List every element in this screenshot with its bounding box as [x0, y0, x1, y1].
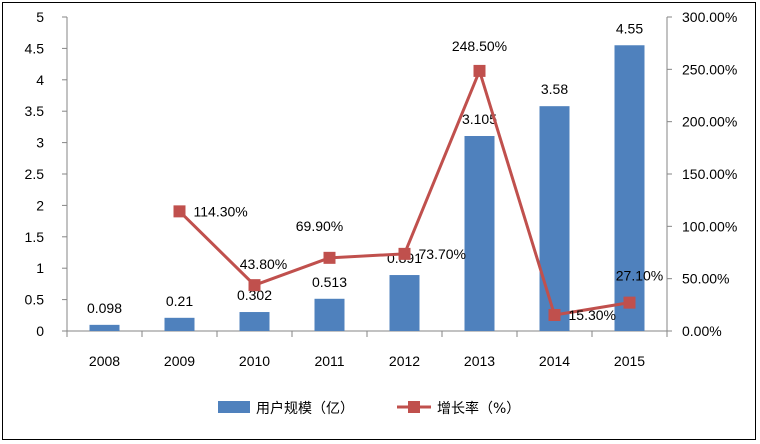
growth-marker-2015	[623, 296, 636, 309]
x-tick-label: 2014	[539, 353, 570, 369]
legend-swatch-bars	[218, 401, 250, 413]
bar-2013	[464, 136, 495, 331]
growth-data-label: 69.90%	[296, 218, 343, 234]
bar-2012	[389, 275, 420, 331]
legend-label-line: 增长率（%）	[437, 400, 520, 417]
bar-data-label: 0.302	[237, 287, 272, 303]
growth-data-label: 73.70%	[419, 246, 466, 262]
bar-2009	[164, 317, 195, 331]
growth-marker-2009	[173, 205, 186, 218]
bar-2014	[539, 106, 570, 332]
growth-marker-2010	[248, 279, 261, 292]
bar-data-label: 3.105	[462, 111, 497, 127]
bar-2011	[314, 298, 345, 331]
bar-data-label: 0.098	[87, 300, 122, 316]
bar-2008	[89, 324, 120, 331]
growth-marker-2012	[398, 247, 411, 260]
bar-2010	[239, 312, 270, 331]
y-left-tick-label: 2.5	[25, 166, 45, 182]
bar-data-label: 0.513	[312, 274, 347, 290]
growth-data-label: 15.30%	[569, 307, 616, 323]
y-right-tick-label: 250.00%	[682, 61, 737, 77]
bar-data-label: 0.21	[166, 293, 193, 309]
y-right-tick-label: 100.00%	[682, 218, 737, 234]
growth-data-label: 27.10%	[616, 268, 663, 284]
x-tick-label: 2015	[614, 353, 645, 369]
y-left-tick-label: 3	[36, 135, 44, 151]
growth-marker-2013	[473, 64, 486, 77]
y-left-tick-label: 0.5	[25, 292, 45, 308]
x-tick-label: 2013	[464, 353, 495, 369]
y-left-tick-label: 3.5	[25, 103, 45, 119]
y-left-tick-label: 1	[36, 260, 44, 276]
x-tick-label: 2011	[314, 353, 344, 369]
growth-data-label: 43.80%	[240, 256, 287, 272]
growth-data-label: 248.50%	[452, 38, 507, 54]
legend-swatch-marker	[408, 401, 420, 413]
x-tick-label: 2010	[239, 353, 270, 369]
y-right-tick-label: 50.00%	[682, 271, 729, 287]
growth-data-label: 114.30%	[194, 203, 248, 219]
x-tick-label: 2009	[164, 353, 195, 369]
y-right-tick-label: 200.00%	[682, 114, 737, 130]
bar-2015	[614, 45, 645, 331]
y-left-tick-label: 2	[36, 197, 44, 213]
bar-data-label: 3.58	[541, 81, 568, 97]
growth-marker-2011	[323, 251, 336, 264]
bar-data-label: 4.55	[616, 20, 643, 36]
y-right-tick-label: 0.00%	[682, 323, 722, 339]
y-left-tick-label: 1.5	[25, 229, 45, 245]
x-tick-label: 2008	[89, 353, 120, 369]
y-right-tick-label: 150.00%	[682, 166, 737, 182]
x-tick-label: 2012	[389, 353, 420, 369]
y-left-tick-label: 4.5	[25, 40, 45, 56]
y-left-tick-label: 5	[36, 9, 44, 25]
legend-label-bars: 用户规模（亿）	[256, 400, 354, 417]
growth-marker-2014	[548, 308, 561, 321]
y-left-tick-label: 0	[36, 323, 44, 339]
y-right-tick-label: 300.00%	[682, 9, 737, 25]
y-left-tick-label: 4	[36, 72, 44, 88]
